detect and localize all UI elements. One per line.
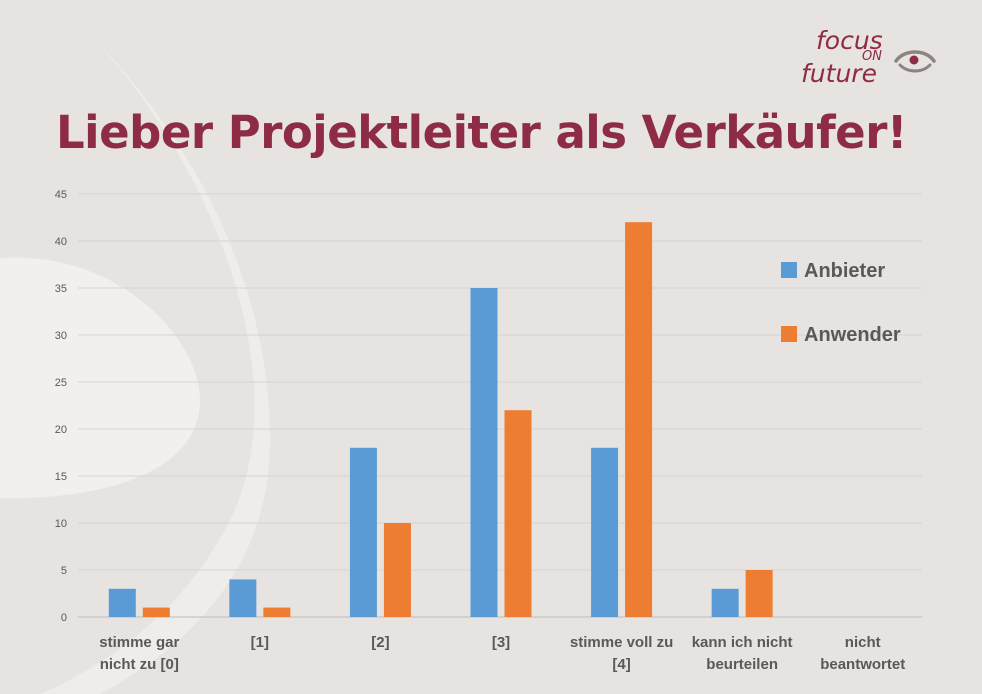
slide-title: Lieber Projektleiter als Verkäufer! (56, 106, 907, 159)
bar-anwender (383, 523, 411, 617)
bar-anbieter (108, 588, 136, 617)
y-tick-label: 5 (61, 565, 67, 577)
bar-anwender (625, 222, 653, 617)
legend-swatch (781, 262, 797, 278)
x-category-label: kann ich nicht (692, 634, 793, 651)
x-axis-labels: stimme gar nicht zu [0] [1] [2] [3] stimme vo… (99, 634, 905, 673)
x-category-label: beurteilen (706, 656, 778, 673)
x-category-label: [2] (371, 634, 389, 651)
y-tick-label: 35 (55, 283, 67, 295)
legend-label: Anwender (804, 324, 901, 346)
bar-anbieter (349, 447, 377, 617)
bar-anbieter (470, 288, 498, 617)
legend-label: Anbieter (804, 260, 885, 282)
y-tick-label: 10 (55, 518, 67, 530)
bar-anwender (504, 410, 532, 617)
x-category-label: stimme voll zu (570, 634, 673, 651)
bar-anwender (263, 607, 291, 617)
grid-lines (78, 193, 922, 618)
legend: Anbieter Anwender (781, 260, 901, 346)
bar-anwender (745, 570, 773, 617)
bar-anbieter (711, 588, 739, 617)
focus-on-future-logo: focus ON future (798, 24, 948, 94)
legend-swatch (781, 326, 797, 342)
y-tick-label: 15 (55, 471, 67, 483)
logo-text-on: ON (862, 49, 882, 64)
x-category-label: [4] (612, 656, 630, 673)
y-tick-label: 20 (55, 424, 67, 436)
x-category-label: beantwortet (820, 656, 905, 673)
y-tick-label: 45 (55, 189, 67, 201)
bar-anbieter (591, 447, 619, 617)
logo-text-focus: focus (816, 26, 883, 55)
x-category-label: stimme gar (99, 634, 179, 651)
eye-icon (894, 50, 936, 73)
bars (108, 222, 773, 617)
y-axis-ticks: 0 5 10 15 20 25 30 35 40 45 (55, 189, 67, 624)
bar-anwender (142, 607, 170, 617)
y-tick-label: 30 (55, 330, 67, 342)
logo-text-future: future (801, 59, 877, 88)
bar-anbieter (229, 579, 257, 617)
y-tick-label: 40 (55, 236, 67, 248)
x-category-label: nicht zu [0] (100, 656, 179, 673)
x-category-label: [1] (251, 634, 269, 651)
y-tick-label: 0 (61, 612, 67, 624)
y-tick-label: 25 (55, 377, 67, 389)
x-category-label: [3] (492, 634, 510, 651)
x-category-label: nicht (845, 634, 881, 651)
